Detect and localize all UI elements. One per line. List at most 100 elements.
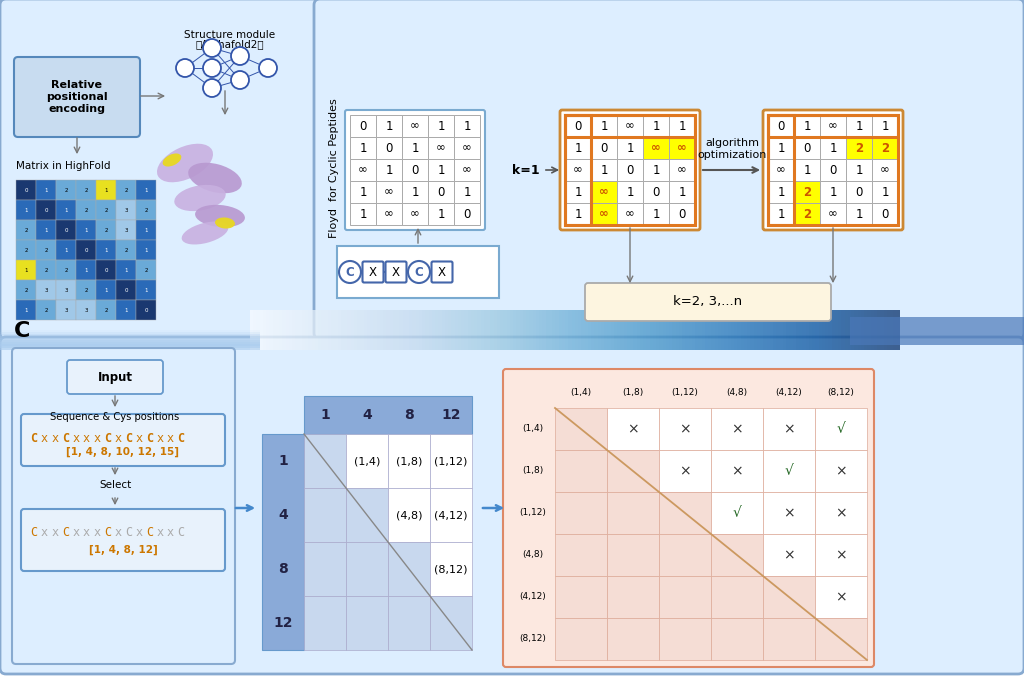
Text: 0: 0 [600,142,607,155]
Text: x: x [83,431,90,445]
Text: 0: 0 [385,142,392,155]
Text: (1,8): (1,8) [623,388,644,397]
Text: x: x [115,525,122,538]
Text: C: C [104,525,111,538]
Ellipse shape [163,153,181,167]
Text: 1: 1 [829,186,837,199]
Text: 2: 2 [803,186,811,199]
Text: 1: 1 [321,408,330,422]
Bar [846,115,872,137]
Text: ∞: ∞ [411,207,420,220]
Bar [768,115,794,225]
Bar [617,181,643,203]
Bar [136,240,156,260]
Text: x: x [93,431,100,445]
Text: 1: 1 [104,287,108,292]
Text: (4,8): (4,8) [522,551,543,559]
Bar [565,137,591,159]
Bar [428,137,454,159]
Text: x: x [157,431,164,445]
Bar [116,240,136,260]
Text: 3: 3 [44,287,48,292]
Text: 0: 0 [882,207,889,220]
Bar [136,200,156,220]
Bar [768,115,794,137]
Bar [815,492,867,534]
Text: ×: × [731,464,742,478]
Bar [376,159,402,181]
Bar [820,159,846,181]
Bar [402,137,428,159]
Bar [136,300,156,320]
FancyBboxPatch shape [14,57,140,137]
Bar [820,203,846,225]
Text: ×: × [731,422,742,436]
Bar [659,618,711,660]
Bar [96,200,116,220]
Text: A: A [14,0,32,3]
Bar [402,115,428,137]
Text: 3: 3 [65,287,68,292]
Bar [36,300,56,320]
Bar [815,618,867,660]
Text: ×: × [836,590,847,604]
Text: 0: 0 [855,186,862,199]
Bar [96,240,116,260]
Bar [659,408,711,450]
Text: 0: 0 [803,142,811,155]
Text: 1: 1 [463,186,471,199]
Bar [376,137,402,159]
Bar [430,596,472,650]
Bar [643,137,669,159]
Text: (1,4): (1,4) [570,388,592,397]
Bar [346,596,388,650]
FancyBboxPatch shape [22,509,225,571]
Text: ∞: ∞ [384,186,394,199]
Bar [872,181,898,203]
Bar [565,203,591,225]
Bar [136,260,156,280]
Text: 0: 0 [359,119,367,132]
Bar [56,240,76,260]
Bar [428,203,454,225]
Bar [555,534,607,576]
Text: ×: × [836,548,847,562]
Text: ×: × [627,422,639,436]
Text: Relative
positional
encoding: Relative positional encoding [46,79,108,115]
Bar [555,408,607,450]
Bar [669,137,695,159]
Text: x: x [167,525,174,538]
Bar [116,200,136,220]
Circle shape [203,59,221,77]
Circle shape [203,39,221,57]
Text: ∞: ∞ [677,142,687,155]
Bar [659,450,711,492]
Bar [565,181,591,203]
Text: (1,12): (1,12) [672,388,698,397]
Ellipse shape [215,218,234,228]
Bar [846,203,872,225]
Text: 1: 1 [437,207,444,220]
Bar [763,408,815,450]
Text: 3: 3 [84,308,88,313]
Bar [454,159,480,181]
Text: C: C [177,431,184,445]
Bar [116,180,136,200]
Bar [350,137,376,159]
Bar [136,280,156,300]
Text: x: x [115,431,122,445]
Text: 0: 0 [652,186,659,199]
Bar [669,203,695,225]
Bar [565,115,695,137]
Text: ∞: ∞ [677,163,687,176]
Bar [794,203,820,225]
Text: 1: 1 [412,142,419,155]
Text: 2: 2 [104,207,108,212]
Text: 1: 1 [574,142,582,155]
Bar [815,534,867,576]
Bar [304,488,346,542]
Bar [376,203,402,225]
Text: ∞: ∞ [880,163,890,176]
Text: 2: 2 [144,268,147,273]
Text: 1: 1 [803,163,811,176]
